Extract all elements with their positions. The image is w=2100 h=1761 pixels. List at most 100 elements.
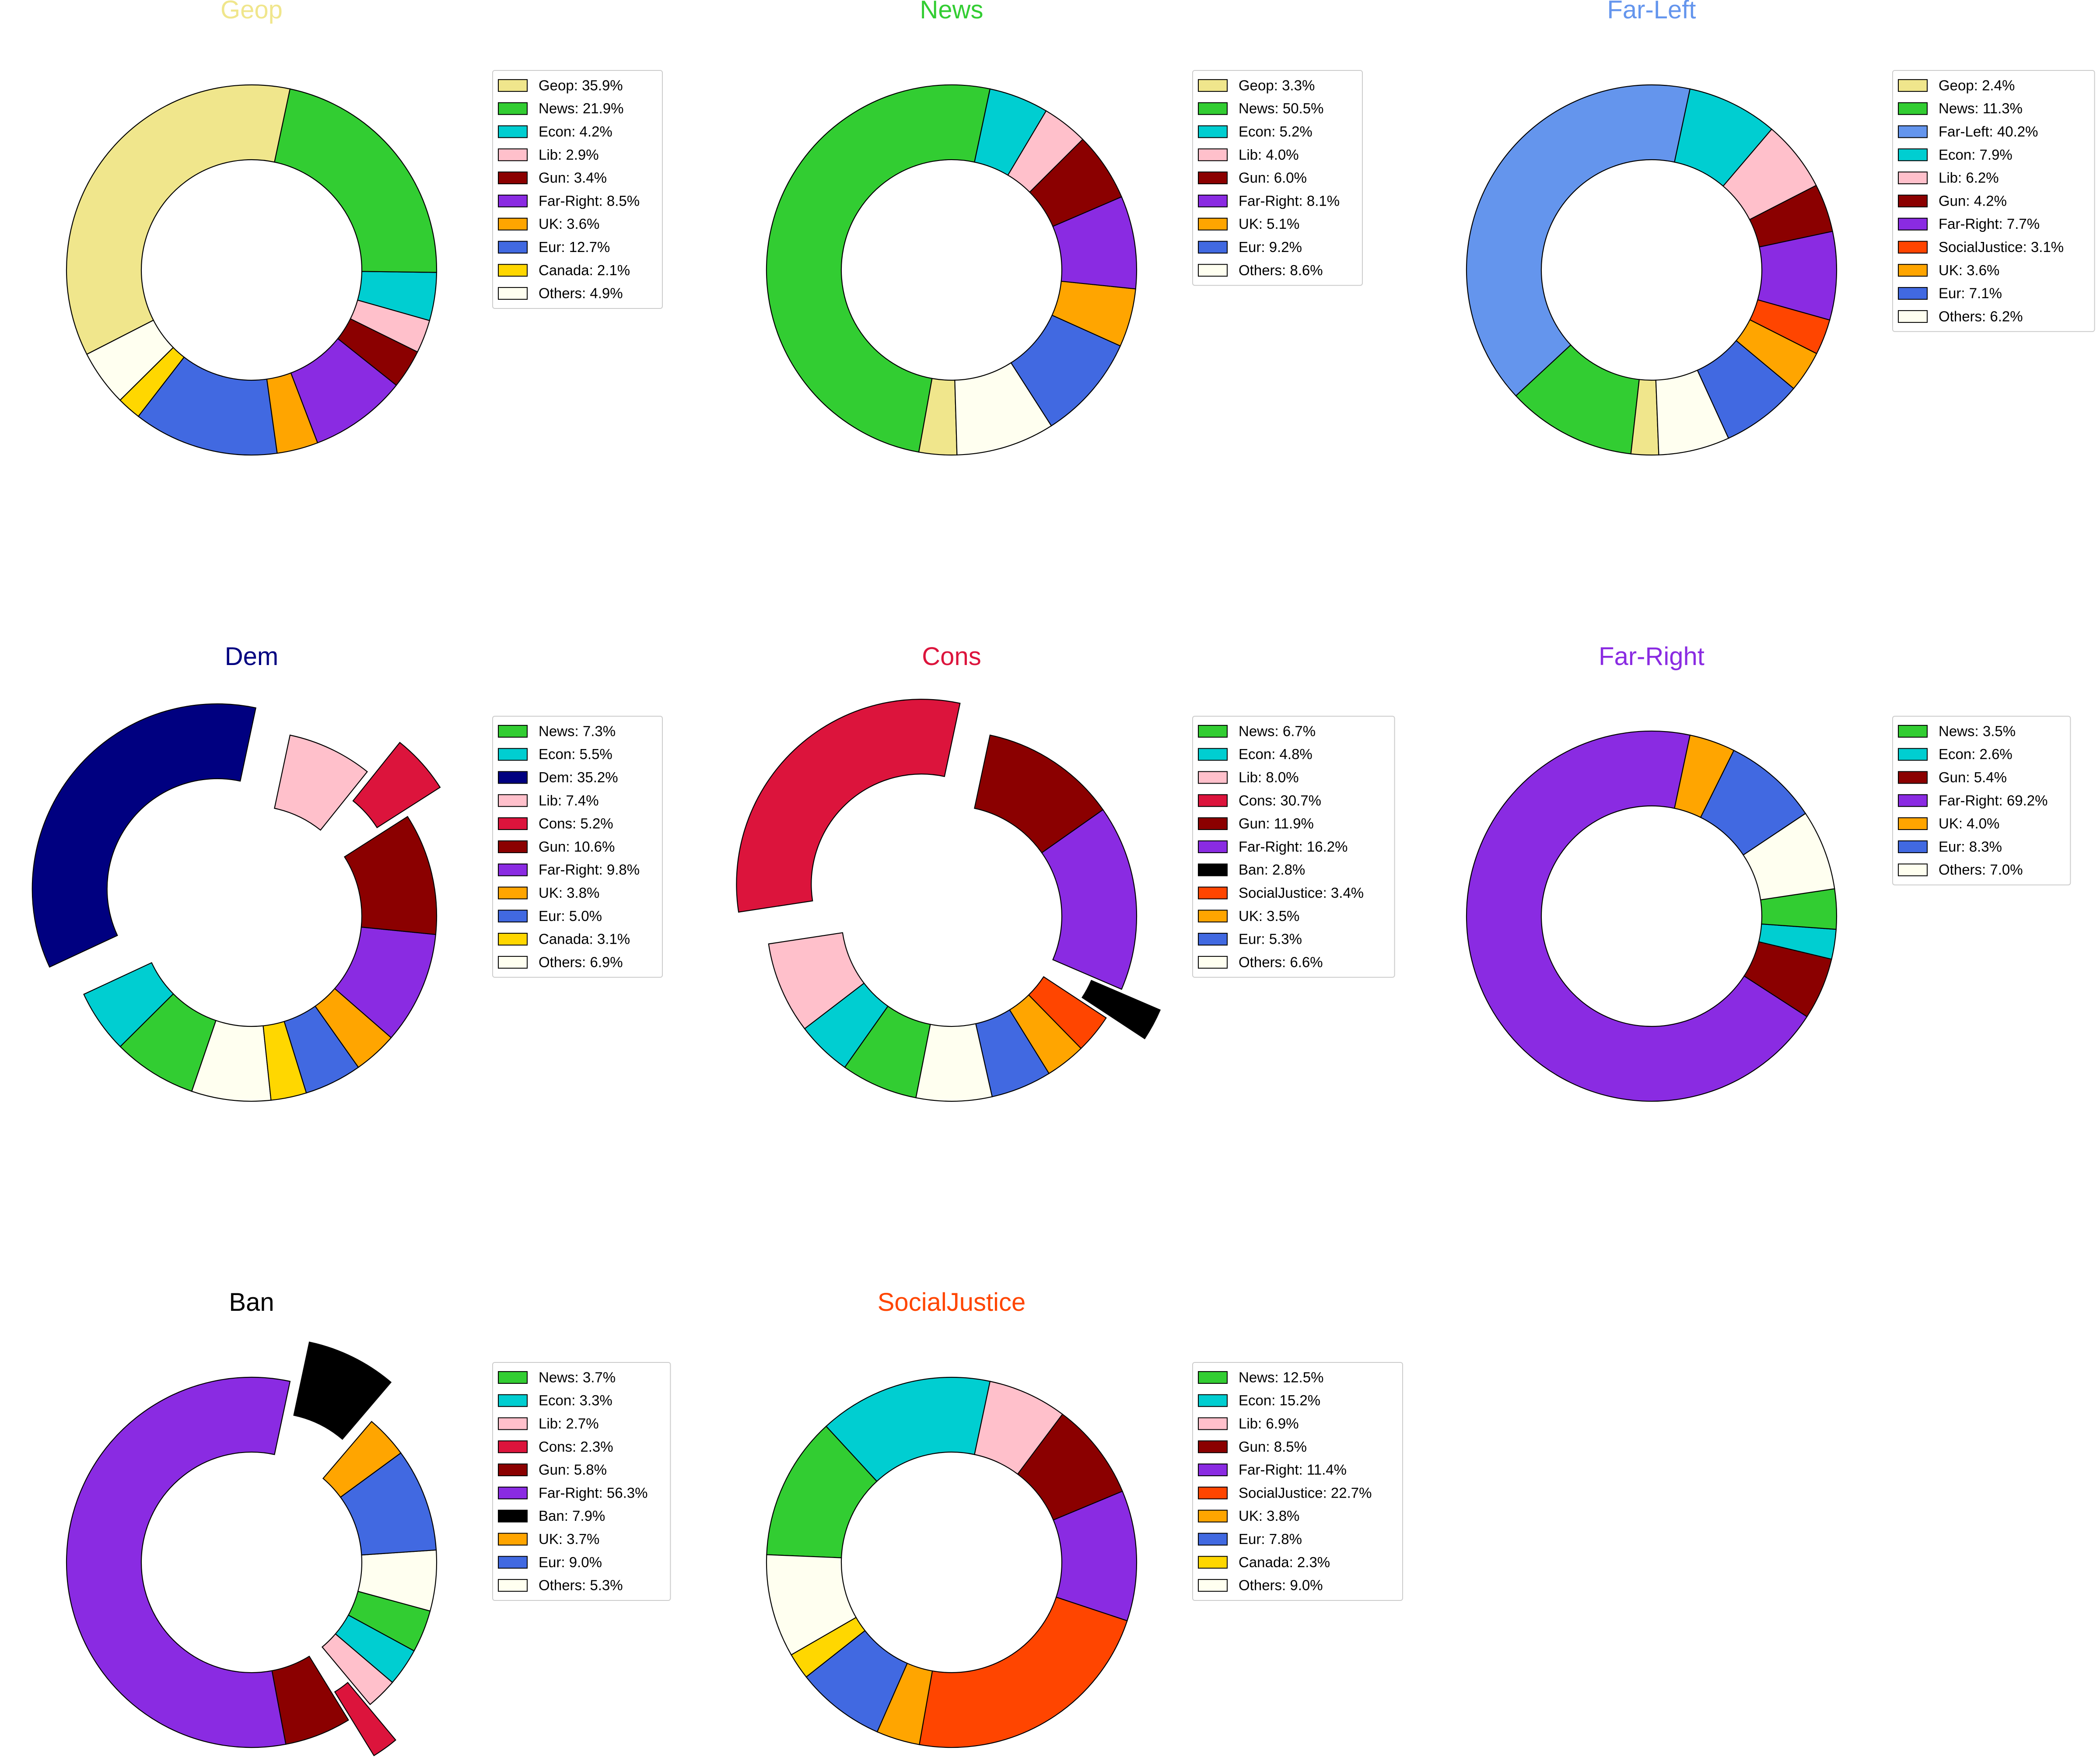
legend-frame <box>492 1362 671 1601</box>
legend-swatch <box>1898 287 1928 300</box>
legend-swatch <box>1198 1417 1228 1430</box>
legend-swatch <box>1198 1486 1228 1499</box>
legend-frame <box>1892 716 2071 886</box>
legend-entry-text: Others: 6.2% <box>1939 308 2023 324</box>
chart-title-news: News <box>920 0 983 24</box>
donut-slice-far-right <box>1041 809 1138 990</box>
legend-entry-text: Others: 5.3% <box>539 1577 623 1593</box>
chart-title-socialjustice: SocialJustice <box>878 1288 1026 1316</box>
legend-swatch <box>1198 1463 1228 1477</box>
legend-entry-text: Canada: 3.1% <box>539 931 630 947</box>
legend-swatch <box>1198 933 1228 946</box>
legend-swatch <box>1898 102 1928 115</box>
legend-socialjustice: News: 12.5% Econ: 15.2% Lib: 6.9% Gun: 8.5%… <box>1192 1362 1403 1601</box>
chart-title-far-right: Far-Right <box>1599 642 1704 671</box>
legend-entry-text: Eur: 5.0% <box>539 908 602 924</box>
legend-swatch <box>498 148 528 161</box>
legend-entry-text: Far-Right: 69.2% <box>1939 792 2048 809</box>
legend-swatch <box>1198 1533 1228 1546</box>
legend-swatch <box>498 1417 528 1430</box>
legend-swatch <box>498 287 528 300</box>
legend-swatch <box>1198 794 1228 807</box>
legend-swatch <box>1198 840 1228 853</box>
legend-swatch <box>498 1556 528 1569</box>
donut-slice-lib <box>974 1380 1064 1475</box>
legend-entry-text: Econ: 4.2% <box>539 123 612 140</box>
legend-swatch <box>498 194 528 207</box>
legend-entry-text: Geop: 35.9% <box>539 77 623 93</box>
legend-swatch <box>1898 172 1928 185</box>
legend-swatch <box>1198 1394 1228 1407</box>
legend-entry-text: Econ: 5.5% <box>539 746 612 762</box>
legend-entry-text: Econ: 3.3% <box>539 1392 612 1408</box>
legend-entry-text: Far-Right: 8.5% <box>539 193 640 209</box>
legend-entry-text: Geop: 2.4% <box>1939 77 2015 93</box>
legend-entry-text: Gun: 5.8% <box>539 1462 607 1478</box>
legend-entry-text: Gun: 6.0% <box>1239 170 1307 186</box>
legend-entry-text: Eur: 7.8% <box>1239 1531 1302 1547</box>
legend-swatch <box>498 956 528 969</box>
legend-entry-text: SocialJustice: 22.7% <box>1239 1484 1372 1501</box>
legend-entry-text: Eur: 12.7% <box>539 239 610 255</box>
chart-title-cons: Cons <box>922 642 981 671</box>
legend-swatch <box>1898 863 1928 876</box>
legend-entry-text: Econ: 5.2% <box>1239 123 1312 140</box>
legend-swatch <box>1898 725 1928 738</box>
legend-swatch <box>498 840 528 853</box>
legend-entry-text: Lib: 6.9% <box>1239 1415 1299 1432</box>
legend-swatch <box>1198 194 1228 207</box>
legend-swatch <box>1198 886 1228 900</box>
legend-entry-text: Ban: 7.9% <box>539 1508 605 1524</box>
legend-frame <box>1192 1362 1403 1601</box>
legend-entry-text: Canada: 2.3% <box>1239 1554 1330 1570</box>
donut-slice-lib <box>274 734 368 831</box>
legend-swatch <box>1198 1440 1228 1453</box>
legend-swatch <box>498 1371 528 1384</box>
chart-title-far-left: Far-Left <box>1607 0 1696 24</box>
legend-entry-text: News: 3.7% <box>539 1369 616 1385</box>
donut-slice-news <box>766 84 991 453</box>
donut-slice-cons <box>352 742 441 829</box>
donut-chart-news: News Geop: 3.3% News: 50.5% Econ: 5.2% Lib: … <box>766 0 1363 456</box>
donut-slice-econ <box>1674 88 1773 187</box>
donut-slice-gun <box>974 734 1104 854</box>
legend-swatch <box>1198 102 1228 115</box>
legend-entry-text: Gun: 10.6% <box>539 838 615 854</box>
legend-swatch <box>1898 217 1928 231</box>
legend-frame <box>492 716 663 978</box>
legend-entry-text: Far-Right: 56.3% <box>539 1484 648 1501</box>
legend-swatch <box>1898 125 1928 138</box>
donut-slice-far-left <box>1466 84 1691 397</box>
legend-swatch <box>1198 725 1228 738</box>
legend-entry-text: Eur: 5.3% <box>1239 931 1302 947</box>
legend-swatch <box>498 172 528 185</box>
donut-chart-ban: Ban News: 3.7% Econ: 3.3% Lib: 2.7% Cons: 2.… <box>66 1288 671 1757</box>
legend-swatch <box>1198 148 1228 161</box>
legend-entry-text: Econ: 15.2% <box>1239 1392 1320 1408</box>
legend-swatch <box>1898 194 1928 207</box>
legend-swatch <box>1198 79 1228 92</box>
legend-swatch <box>498 1486 528 1499</box>
legend-entry-text: Econ: 2.6% <box>1939 746 2012 762</box>
donut-chart-far-left: Far-Left Geop: 2.4% News: 11.3% Far-Left: 4… <box>1466 0 2095 456</box>
legend-entry-text: UK: 3.6% <box>539 216 599 232</box>
legend-entry-text: Far-Left: 40.2% <box>1939 123 2038 140</box>
legend-swatch <box>1198 910 1228 923</box>
legend-far-right: News: 3.5% Econ: 2.6% Gun: 5.4% Far-Right: … <box>1892 716 2071 886</box>
donut-slice-socialjustice <box>919 1596 1128 1748</box>
legend-entry-text: Others: 8.6% <box>1239 262 1323 278</box>
legend-entry-text: Cons: 30.7% <box>1239 792 1321 809</box>
legend-swatch <box>1898 771 1928 784</box>
legend-swatch <box>498 1509 528 1523</box>
legend-entry-text: Eur: 7.1% <box>1939 285 2002 301</box>
legend-geop: Geop: 35.9% News: 21.9% Econ: 4.2% Lib: 2.9… <box>492 70 663 309</box>
legend-swatch <box>1898 148 1928 161</box>
legend-swatch <box>498 933 528 946</box>
donut-chart-far-right: Far-Right News: 3.5% Econ: 2.6% Gun: 5.4% Fa… <box>1466 642 2071 1102</box>
legend-entry-text: Far-Right: 8.1% <box>1239 193 1340 209</box>
donut-slice-econ <box>974 88 1047 176</box>
donut-chart-dem: Dem News: 7.3% Econ: 5.5% Dem: 35.2% Lib: 7.… <box>32 642 663 1102</box>
donut-chart-geop: Geop Geop: 35.9% News: 21.9% Econ: 4.2% Lib:… <box>66 0 663 456</box>
legend-swatch <box>498 1533 528 1546</box>
